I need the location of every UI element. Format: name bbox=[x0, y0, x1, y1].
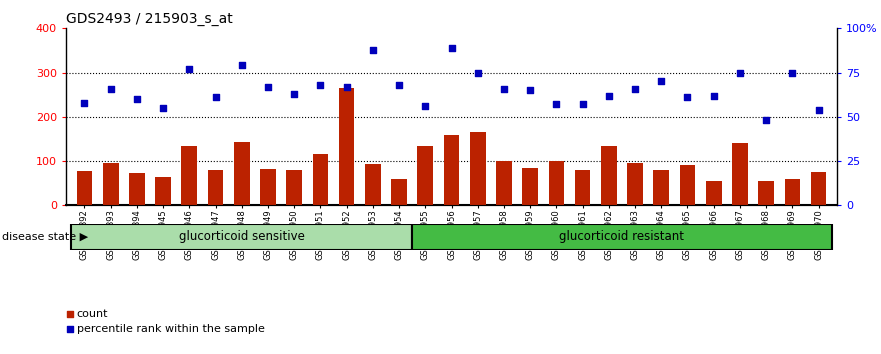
Point bbox=[575, 102, 589, 107]
Bar bbox=[627, 163, 643, 205]
Bar bbox=[71, 224, 412, 250]
Bar bbox=[391, 179, 407, 205]
Bar bbox=[654, 170, 670, 205]
Point bbox=[785, 70, 799, 75]
Bar bbox=[811, 172, 826, 205]
Bar bbox=[444, 135, 459, 205]
Point bbox=[130, 96, 144, 102]
Point bbox=[209, 95, 223, 100]
Point bbox=[156, 105, 170, 111]
Point bbox=[680, 95, 694, 100]
Bar bbox=[679, 166, 695, 205]
Point bbox=[339, 84, 353, 90]
Point bbox=[392, 82, 406, 88]
Point bbox=[314, 82, 328, 88]
Bar bbox=[706, 181, 722, 205]
Point bbox=[104, 86, 118, 91]
Text: GDS2493 / 215903_s_at: GDS2493 / 215903_s_at bbox=[66, 12, 233, 26]
Bar bbox=[286, 170, 302, 205]
Point bbox=[655, 79, 669, 84]
Point bbox=[63, 326, 78, 332]
Bar bbox=[412, 224, 832, 250]
Bar bbox=[77, 171, 93, 205]
Bar bbox=[103, 163, 119, 205]
Bar bbox=[365, 164, 381, 205]
Bar bbox=[496, 161, 512, 205]
Text: percentile rank within the sample: percentile rank within the sample bbox=[77, 324, 264, 334]
Text: disease state ▶: disease state ▶ bbox=[2, 232, 88, 241]
Bar bbox=[233, 142, 249, 205]
Bar bbox=[181, 147, 197, 205]
Bar bbox=[470, 132, 485, 205]
Bar bbox=[155, 177, 171, 205]
Point bbox=[287, 91, 301, 97]
Point bbox=[444, 45, 458, 51]
Point bbox=[733, 70, 747, 75]
Point bbox=[523, 87, 537, 93]
Bar bbox=[784, 179, 800, 205]
Point bbox=[234, 63, 248, 68]
Bar bbox=[549, 161, 564, 205]
Bar bbox=[574, 170, 590, 205]
Bar bbox=[129, 172, 144, 205]
Bar bbox=[759, 181, 774, 205]
Point bbox=[63, 311, 78, 316]
Point bbox=[182, 66, 196, 72]
Bar bbox=[522, 168, 538, 205]
Bar bbox=[208, 170, 224, 205]
Point bbox=[78, 100, 92, 105]
Point bbox=[470, 70, 485, 75]
Text: glucorticoid sensitive: glucorticoid sensitive bbox=[179, 230, 305, 243]
Point bbox=[497, 86, 511, 91]
Bar bbox=[418, 145, 433, 205]
Text: glucorticoid resistant: glucorticoid resistant bbox=[559, 230, 685, 243]
Point bbox=[811, 107, 825, 113]
Bar bbox=[339, 88, 354, 205]
Point bbox=[759, 118, 774, 123]
Bar bbox=[260, 169, 276, 205]
Point bbox=[550, 102, 564, 107]
Point bbox=[366, 47, 380, 52]
Point bbox=[418, 103, 433, 109]
Point bbox=[261, 84, 275, 90]
Point bbox=[628, 86, 642, 91]
Point bbox=[707, 93, 721, 98]
Bar bbox=[732, 143, 748, 205]
Bar bbox=[313, 154, 329, 205]
Text: count: count bbox=[77, 308, 108, 319]
Point bbox=[602, 93, 616, 98]
Bar bbox=[601, 145, 617, 205]
